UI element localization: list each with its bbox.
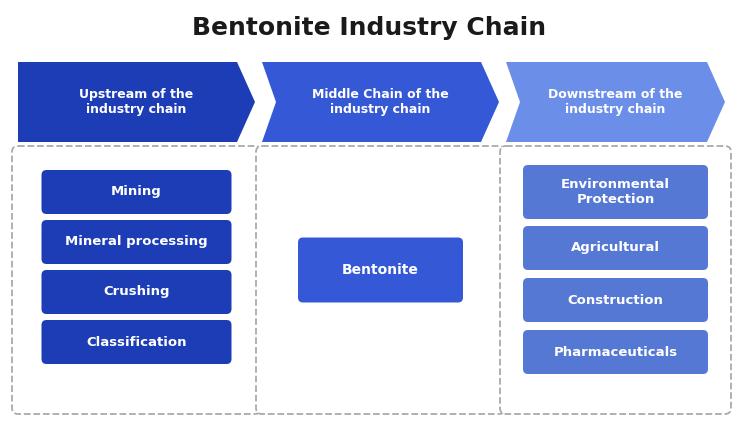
Text: Upstream of the
industry chain: Upstream of the industry chain <box>80 88 193 116</box>
FancyBboxPatch shape <box>298 237 463 303</box>
FancyBboxPatch shape <box>523 278 708 322</box>
Text: Pharmaceuticals: Pharmaceuticals <box>554 346 677 359</box>
Text: Crushing: Crushing <box>103 285 170 298</box>
Text: Downstream of the
industry chain: Downstream of the industry chain <box>548 88 683 116</box>
FancyBboxPatch shape <box>256 146 505 414</box>
FancyBboxPatch shape <box>41 170 232 214</box>
FancyBboxPatch shape <box>41 320 232 364</box>
Polygon shape <box>18 62 255 142</box>
Text: Bentonite Industry Chain: Bentonite Industry Chain <box>192 16 546 40</box>
Text: Construction: Construction <box>568 293 663 306</box>
Text: Bentonite: Bentonite <box>342 263 419 277</box>
FancyBboxPatch shape <box>523 330 708 374</box>
Text: Mineral processing: Mineral processing <box>65 235 208 248</box>
Text: Middle Chain of the
industry chain: Middle Chain of the industry chain <box>312 88 449 116</box>
Polygon shape <box>262 62 499 142</box>
FancyBboxPatch shape <box>523 226 708 270</box>
FancyBboxPatch shape <box>500 146 731 414</box>
FancyBboxPatch shape <box>41 270 232 314</box>
Text: Mining: Mining <box>111 186 162 198</box>
FancyBboxPatch shape <box>12 146 261 414</box>
Text: Agricultural: Agricultural <box>571 242 660 255</box>
Text: Environmental
Protection: Environmental Protection <box>561 178 670 206</box>
FancyBboxPatch shape <box>523 165 708 219</box>
FancyBboxPatch shape <box>41 220 232 264</box>
Text: Classification: Classification <box>86 336 187 349</box>
Polygon shape <box>506 62 725 142</box>
